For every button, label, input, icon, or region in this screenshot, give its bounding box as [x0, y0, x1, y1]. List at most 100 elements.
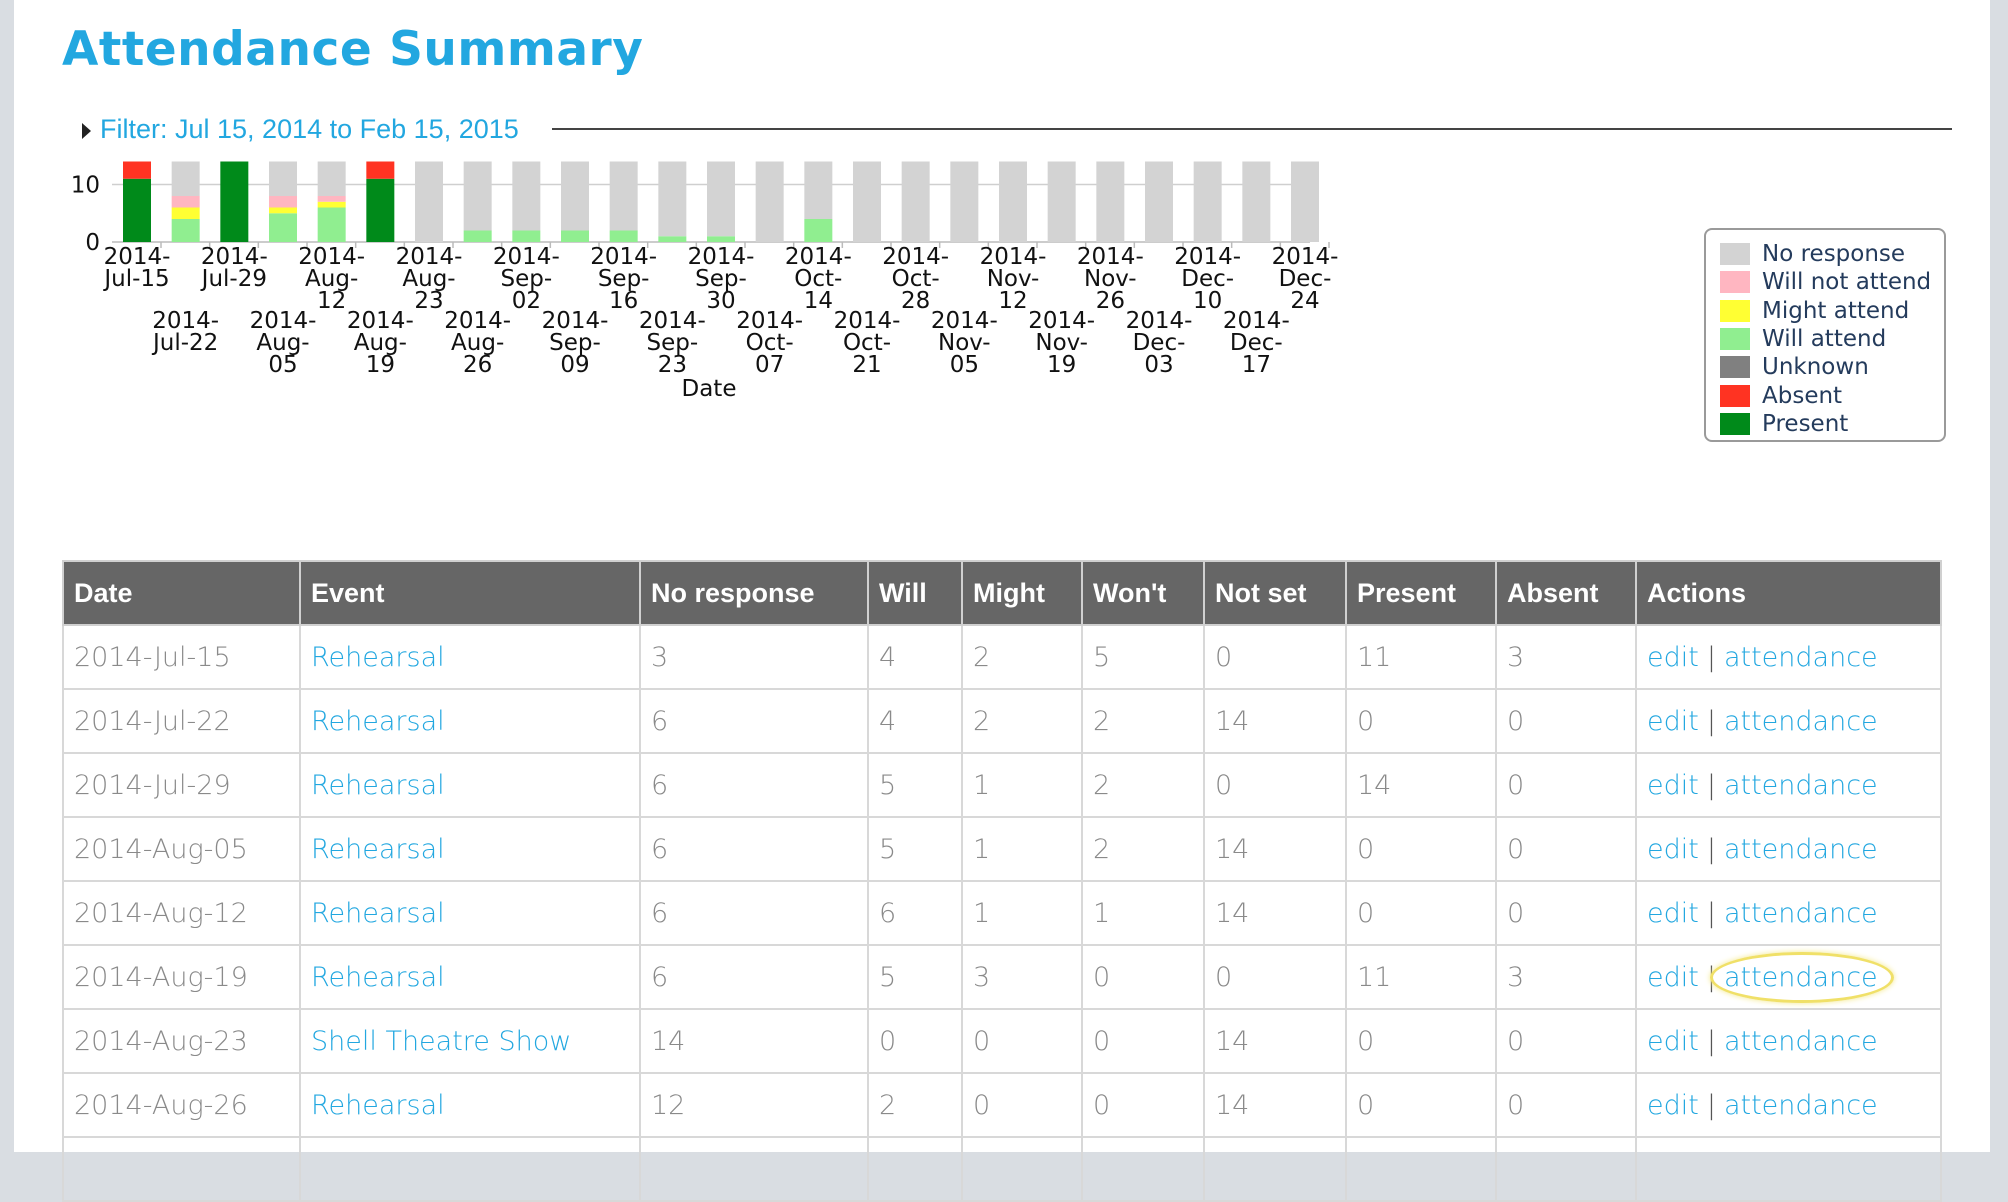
x-tick-label: 2014-	[785, 244, 852, 270]
x-tick-label: Nov-	[1084, 266, 1137, 292]
cell-present: 0	[1345, 816, 1497, 882]
bar-no_response	[609, 161, 638, 231]
event-link[interactable]: Rehearsal	[299, 1072, 641, 1138]
cell-not-set: 14	[1203, 880, 1347, 946]
legend-swatch	[1720, 243, 1750, 266]
filter-label[interactable]: Filter: Jul 15, 2014 to Feb 15, 2015	[100, 114, 519, 144]
cell-absent	[1495, 1136, 1637, 1202]
cell-wont: 0	[1081, 1008, 1205, 1074]
action-separator: |	[1706, 833, 1716, 865]
legend-swatch	[1720, 328, 1750, 351]
table-header-row: Date Event No response Will Might Won't Not se…	[62, 560, 1942, 626]
actions-cell: edit | attendance	[1635, 1072, 1942, 1138]
actions-cell: edit | attendance	[1635, 688, 1942, 754]
edit-link[interactable]: edit	[1647, 1089, 1699, 1121]
attendance-chart: 010202014-Jul-152014-Jul-222014-Jul-2920…	[62, 150, 1972, 520]
cell-absent: 0	[1495, 816, 1637, 882]
attendance-link[interactable]: attendance	[1723, 1025, 1878, 1057]
edit-link[interactable]: edit	[1647, 897, 1699, 929]
event-link[interactable]: Rehearsal	[299, 752, 641, 818]
column-header: No response	[639, 560, 869, 626]
column-header: Actions	[1635, 560, 1942, 626]
filter-divider	[552, 128, 1952, 130]
table-row: 2014-Aug-05 Rehearsal 6 5 1 2 14 0 0 edit | attenda…	[62, 816, 1942, 882]
attendance-link[interactable]: attendance	[1723, 897, 1878, 929]
actions-cell: edit | attendance	[1635, 1008, 1942, 1074]
event-link[interactable]: Rehearsal	[299, 944, 641, 1010]
cell-will: 2	[867, 1072, 963, 1138]
bar-might	[171, 207, 200, 219]
x-tick-label: Dec-	[1181, 266, 1234, 292]
bar-no_response	[804, 161, 833, 219]
column-header: Will	[867, 560, 963, 626]
legend-label: Absent	[1762, 382, 1843, 409]
event-link[interactable]: Rehearsal	[299, 624, 641, 690]
edit-link[interactable]: edit	[1647, 641, 1699, 673]
legend-swatch	[1720, 384, 1750, 407]
cell-might: 1	[961, 880, 1083, 946]
legend-item: Unknown	[1720, 353, 1944, 381]
x-tick-label: Jul-15	[102, 266, 169, 292]
filter-toggle[interactable]: Filter: Jul 15, 2014 to Feb 15, 2015	[82, 110, 1952, 150]
attendance-link[interactable]: attendance	[1723, 1089, 1878, 1121]
page: Attendance Summary Filter: Jul 15, 2014 …	[14, 0, 1990, 1202]
event-link[interactable]: Rehearsal	[299, 880, 641, 946]
bar-present	[366, 178, 395, 242]
x-tick-label: 2014-	[1126, 308, 1193, 334]
cell-date: 2014-Aug-05	[62, 816, 301, 882]
cell-wont: 5	[1081, 624, 1205, 690]
actions-cell: edit | attendance	[1635, 880, 1942, 946]
column-header: Event	[299, 560, 641, 626]
x-tick-label: Jul-29	[200, 266, 267, 292]
legend-item: Absent	[1720, 381, 1944, 409]
bar-no_response	[658, 161, 687, 237]
attendance-link[interactable]: attendance	[1723, 705, 1878, 737]
bar-will	[269, 213, 297, 242]
bar-present	[123, 178, 151, 242]
edit-link[interactable]: edit	[1647, 961, 1699, 993]
x-tick-label: 2014-	[250, 308, 317, 334]
table-row: 2014-Aug-23 Shell Theatre Show 14 0 0 0 14 0 0 ed…	[62, 1008, 1942, 1074]
edit-link[interactable]: edit	[1647, 769, 1699, 801]
x-tick-label: 2014-	[201, 244, 268, 270]
attendance-link[interactable]: attendance	[1723, 833, 1878, 865]
bar-no_response	[269, 161, 297, 196]
cell-will: 6	[867, 880, 963, 946]
bar-no_response	[317, 161, 346, 196]
cell-present: 0	[1345, 880, 1497, 946]
x-tick-label: 23	[658, 352, 687, 378]
attendance-link[interactable]: attendance	[1723, 641, 1878, 673]
cell-will: 5	[867, 816, 963, 882]
attendance-link[interactable]: attendance	[1723, 769, 1878, 801]
x-tick-label: 2014-	[688, 244, 755, 270]
x-tick-label: Aug-	[256, 330, 309, 356]
edit-link[interactable]: edit	[1647, 1025, 1699, 1057]
x-tick-label: Oct-	[746, 330, 794, 356]
attendance-link[interactable]: attendance	[1709, 951, 1894, 1003]
bar-no_response	[1047, 161, 1076, 242]
edit-link[interactable]: edit	[1647, 833, 1699, 865]
bar-no_response	[853, 161, 881, 242]
cell-present: 14	[1345, 752, 1497, 818]
cell-will: 4	[867, 688, 963, 754]
event-link[interactable]: Rehearsal	[299, 688, 641, 754]
event-link[interactable]: Rehearsal	[299, 816, 641, 882]
cell-present: 0	[1345, 1072, 1497, 1138]
cell-date: 2014-Aug-12	[62, 880, 301, 946]
bar-will	[561, 230, 589, 242]
cell-might: 2	[961, 688, 1083, 754]
edit-link[interactable]: edit	[1647, 705, 1699, 737]
triangle-right-icon[interactable]	[82, 123, 91, 139]
x-tick-label: 2014-	[444, 308, 511, 334]
x-tick-label: 05	[950, 352, 979, 378]
cell-date: 2014-Aug-26	[62, 1072, 301, 1138]
legend-label: Might attend	[1762, 297, 1910, 324]
bar-no_response	[415, 161, 443, 242]
cell-date: 2014-Aug-23	[62, 1008, 301, 1074]
actions-cell: edit | attendance	[1635, 944, 1942, 1010]
cell-wont: 2	[1081, 688, 1205, 754]
event-link[interactable]: Shell Theatre Show	[299, 1008, 641, 1074]
actions-cell: edit | attendance	[1635, 624, 1942, 690]
bar-no_response	[1242, 161, 1271, 242]
legend-item: Will attend	[1720, 325, 1944, 353]
